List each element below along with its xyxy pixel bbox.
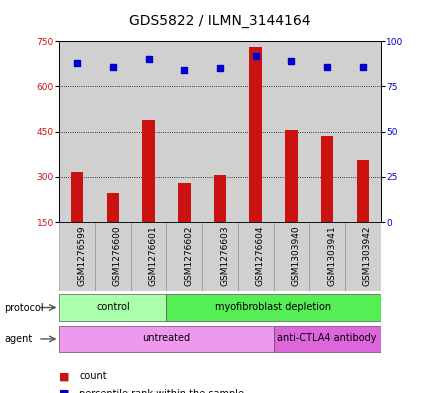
Point [181,67,188,73]
Text: percentile rank within the sample: percentile rank within the sample [79,389,244,393]
Point [359,63,366,70]
FancyBboxPatch shape [202,222,238,291]
Text: count: count [79,371,107,381]
Text: ■: ■ [59,371,70,381]
Point [74,60,81,66]
Point [216,65,224,72]
Bar [131,41,166,222]
Text: agent: agent [4,334,33,344]
Text: GSM1303941: GSM1303941 [327,226,336,286]
Text: GSM1276603: GSM1276603 [220,226,229,286]
Bar [143,119,155,222]
Bar [202,41,238,222]
Text: anti-CTLA4 antibody: anti-CTLA4 antibody [277,333,377,343]
Bar [321,136,334,222]
Bar [106,193,119,222]
Text: GSM1276601: GSM1276601 [149,226,158,286]
FancyBboxPatch shape [59,294,166,321]
Point [323,63,330,70]
Bar [71,172,84,222]
Bar [178,183,191,222]
FancyBboxPatch shape [95,222,131,291]
FancyBboxPatch shape [166,294,381,321]
Point [110,63,117,70]
Bar [345,41,381,222]
Text: GSM1303940: GSM1303940 [291,226,301,286]
Point [145,56,152,62]
FancyBboxPatch shape [345,222,381,291]
Text: untreated: untreated [143,333,191,343]
Text: myofibroblast depletion: myofibroblast depletion [216,302,332,312]
Bar [356,160,369,222]
Bar [285,130,297,222]
FancyBboxPatch shape [309,222,345,291]
FancyBboxPatch shape [59,326,274,352]
Text: protocol: protocol [4,303,44,312]
Text: control: control [96,302,130,312]
Point [252,53,259,59]
FancyBboxPatch shape [59,222,95,291]
FancyBboxPatch shape [131,222,166,291]
Text: ■: ■ [59,389,70,393]
Bar [214,175,226,222]
Text: GSM1276604: GSM1276604 [256,226,265,286]
Bar [238,41,274,222]
Bar [166,41,202,222]
Bar [309,41,345,222]
Text: GDS5822 / ILMN_3144164: GDS5822 / ILMN_3144164 [129,14,311,28]
FancyBboxPatch shape [166,222,202,291]
Bar [249,47,262,222]
Text: GSM1276600: GSM1276600 [113,226,122,286]
Text: GSM1276599: GSM1276599 [77,226,86,286]
FancyBboxPatch shape [238,222,274,291]
Point [288,58,295,64]
Text: GSM1276602: GSM1276602 [184,226,193,286]
Bar [95,41,131,222]
FancyBboxPatch shape [274,222,309,291]
Bar [59,41,95,222]
Bar [274,41,309,222]
FancyBboxPatch shape [274,326,381,352]
Text: GSM1303942: GSM1303942 [363,226,372,286]
